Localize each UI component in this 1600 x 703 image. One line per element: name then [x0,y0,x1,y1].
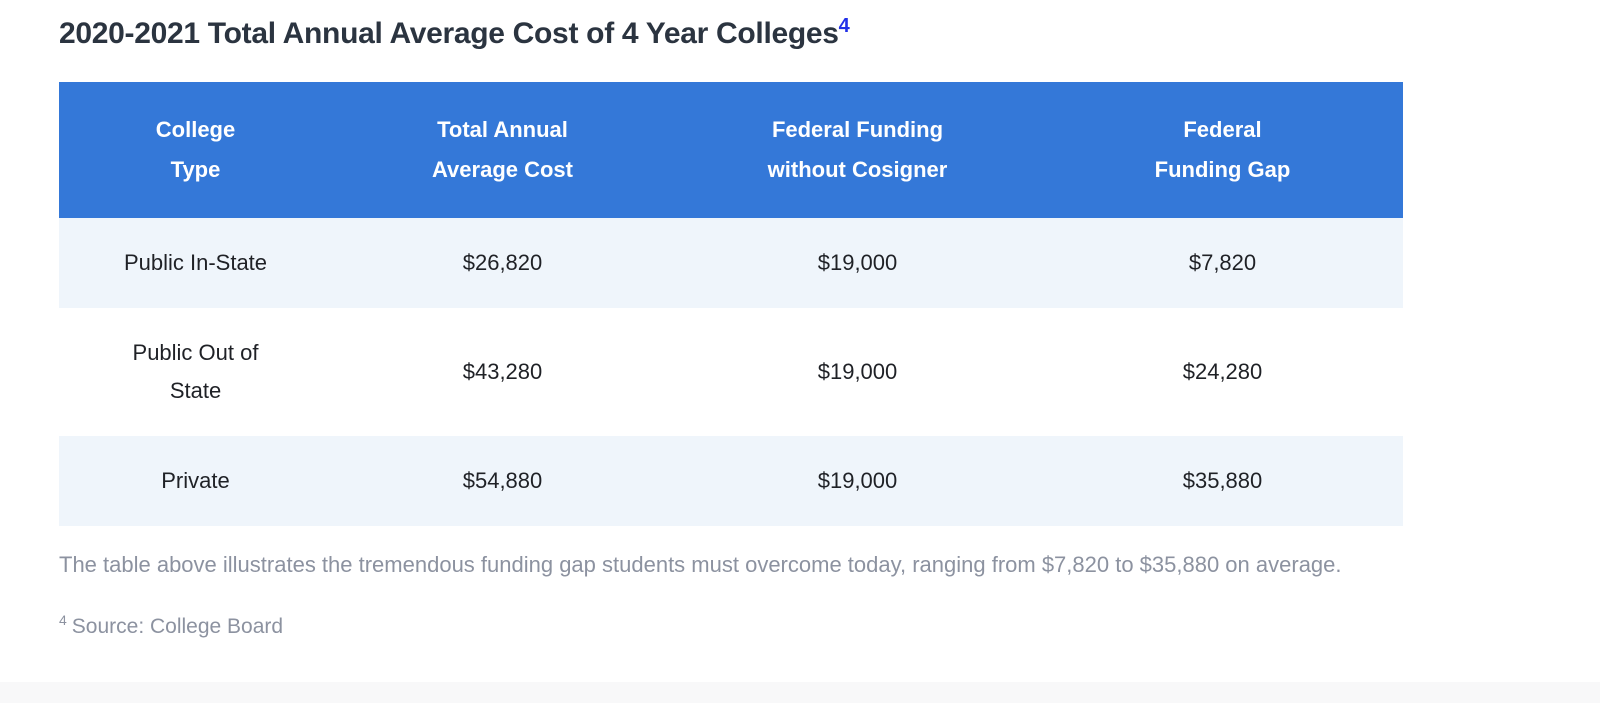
cell-total-annual-average-cost: $54,880 [462,468,543,493]
column-header-federal-funding-without-cosigner: Federal Funding without Cosigner [673,82,1042,218]
cell-federal-funding-gap: $35,880 [1182,468,1263,493]
cell-total-annual-average-cost: $26,820 [462,250,543,275]
bottom-section-divider [0,682,1600,703]
cell-college-type: Public Out of State [132,340,259,403]
article-section: 2020-2021 Total Annual Average Cost of 4… [59,16,1600,639]
college-cost-table: College Type Total Annual Average Cost F… [59,82,1403,526]
table-header-row: College Type Total Annual Average Cost F… [59,82,1403,218]
table-header: College Type Total Annual Average Cost F… [59,82,1403,218]
cell-college-type: Private [161,468,230,493]
column-header-label: Federal Funding without Cosigner [767,117,948,182]
column-header-federal-funding-gap: Federal Funding Gap [1042,82,1403,218]
column-header-label: Federal Funding Gap [1154,117,1291,182]
table-row-public-in-state: Public In-State $26,820 $19,000 $7,820 [59,218,1403,308]
table-row-public-out-of-state: Public Out of State $43,280 $19,000 $24,… [59,308,1403,436]
cell-federal-funding-without-cosigner: $19,000 [817,250,898,275]
footnote-marker: 4 [59,612,67,628]
page-title: 2020-2021 Total Annual Average Cost of 4… [59,16,1600,52]
column-header-label: Total Annual Average Cost [431,117,573,182]
cell-federal-funding-gap: $24,280 [1182,359,1263,384]
table-row-private: Private $54,880 $19,000 $35,880 [59,436,1403,526]
column-header-label: College Type [155,117,236,182]
table-description: The table above illustrates the tremendo… [59,552,1342,577]
cell-total-annual-average-cost: $43,280 [462,359,543,384]
table-body: Public In-State $26,820 $19,000 $7,820 P… [59,218,1403,526]
cell-federal-funding-without-cosigner: $19,000 [817,359,898,384]
cell-college-type: Public In-State [123,250,268,275]
column-header-college-type: College Type [59,82,332,218]
page-title-text: 2020-2021 Total Annual Average Cost of 4… [59,17,839,50]
title-footnote-link[interactable]: 4 [838,15,850,37]
source-footnote: 4 Source: College Board [59,612,1600,639]
cell-federal-funding-gap: $7,820 [1188,250,1257,275]
footnote-text: Source: College Board [71,615,284,638]
cell-federal-funding-without-cosigner: $19,000 [817,468,898,493]
column-header-total-annual-average-cost: Total Annual Average Cost [332,82,673,218]
